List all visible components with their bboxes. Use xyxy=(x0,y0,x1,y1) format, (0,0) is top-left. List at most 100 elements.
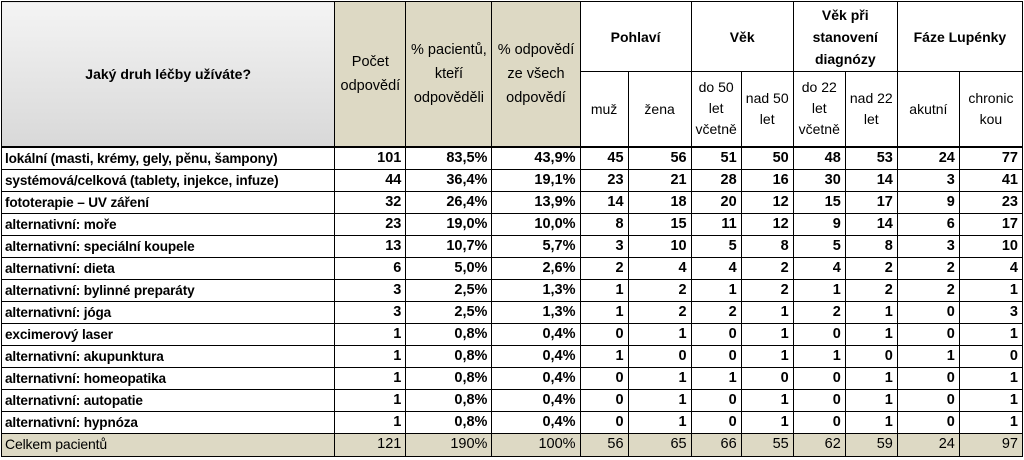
value-cell: 14 xyxy=(844,168,898,192)
value-cell: 0,8% xyxy=(405,322,493,346)
row-label-cell: alternativní: akupunktura xyxy=(0,344,336,368)
value-cell: 2,5% xyxy=(405,300,493,324)
table-row: alternativní: autopatie 1 0,8% 0,4% 0 1 0 1 0 1 0 1 xyxy=(0,388,1024,412)
acute-header: akutní xyxy=(896,71,960,147)
value-cell: 0,4% xyxy=(491,344,581,368)
value-cell: 0 xyxy=(844,344,898,368)
table-row: lokální (masti, krémy, gely, pěnu, šampo… xyxy=(0,145,1024,170)
age-under50-header: do 50 let včetně xyxy=(690,71,742,147)
value-cell: 2 xyxy=(740,278,794,302)
male-header: muž xyxy=(579,71,629,147)
value-cell: 1 xyxy=(844,410,898,434)
row-label-cell: alternativní: moře xyxy=(0,212,336,236)
value-cell: 13,9% xyxy=(491,190,581,214)
value-cell: 51 xyxy=(690,145,742,170)
value-cell: 2,5% xyxy=(405,278,493,302)
value-cell: 4 xyxy=(958,256,1024,280)
age-diagnosis-group-header: Věk při stanovení diagnózy xyxy=(792,1,898,72)
row-label-cell: alternativní: speciální koupele xyxy=(0,234,336,258)
value-cell: 2 xyxy=(627,300,692,324)
value-cell: 65 xyxy=(627,432,692,457)
value-cell: 0 xyxy=(579,388,629,412)
value-cell: 1 xyxy=(690,278,742,302)
value-cell: 0 xyxy=(958,344,1024,368)
value-cell: 6 xyxy=(896,212,960,236)
value-cell: 0 xyxy=(792,322,846,346)
value-cell: 1 xyxy=(896,344,960,368)
value-cell: 1 xyxy=(579,278,629,302)
value-cell: 15 xyxy=(792,190,846,214)
phase-group-header: Fáze Lupénky xyxy=(896,1,1024,72)
value-cell: 0,8% xyxy=(405,388,493,412)
value-cell: 190% xyxy=(405,432,493,457)
value-cell: 20 xyxy=(690,190,742,214)
value-cell: 4 xyxy=(627,256,692,280)
value-cell: 1 xyxy=(740,300,794,324)
diag-over22-header: nad 22 let xyxy=(844,71,898,147)
value-cell: 1 xyxy=(740,410,794,434)
value-cell: 0,8% xyxy=(405,344,493,368)
value-cell: 19,0% xyxy=(405,212,493,236)
value-cell: 24 xyxy=(896,145,960,170)
value-cell: 43,9% xyxy=(491,145,581,170)
value-cell: 0,8% xyxy=(405,410,493,434)
row-label-cell: alternativní: autopatie xyxy=(0,388,336,412)
value-cell: 2,6% xyxy=(491,256,581,280)
value-cell: 3 xyxy=(579,234,629,258)
value-cell: 59 xyxy=(844,432,898,457)
value-cell: 97 xyxy=(958,432,1024,457)
value-cell: 2 xyxy=(896,256,960,280)
value-cell: 0 xyxy=(792,410,846,434)
value-cell: 1 xyxy=(690,366,742,390)
value-cell: 2 xyxy=(844,256,898,280)
value-cell: 8 xyxy=(844,234,898,258)
value-cell: 1 xyxy=(844,300,898,324)
value-cell: 17 xyxy=(844,190,898,214)
value-cell: 0 xyxy=(740,366,794,390)
value-cell: 2 xyxy=(579,256,629,280)
value-cell: 1 xyxy=(958,278,1024,302)
value-cell: 0,8% xyxy=(405,366,493,390)
value-cell: 13 xyxy=(334,234,407,258)
row-label-cell: alternativní: dieta xyxy=(0,256,336,280)
value-cell: 1 xyxy=(579,300,629,324)
value-cell: 0 xyxy=(896,388,960,412)
value-cell: 5,7% xyxy=(491,234,581,258)
value-cell: 1 xyxy=(627,410,692,434)
value-cell: 1 xyxy=(792,344,846,368)
value-cell: 10,7% xyxy=(405,234,493,258)
value-cell: 1 xyxy=(844,322,898,346)
value-cell: 2 xyxy=(896,278,960,302)
row-label-cell: excimerový laser xyxy=(0,322,336,346)
value-cell: 0,4% xyxy=(491,410,581,434)
value-cell: 0 xyxy=(690,410,742,434)
value-cell: 24 xyxy=(896,432,960,457)
value-cell: 55 xyxy=(740,432,794,457)
value-cell: 14 xyxy=(844,212,898,236)
value-cell: 121 xyxy=(334,432,407,457)
value-cell: 21 xyxy=(627,168,692,192)
value-cell: 2 xyxy=(844,278,898,302)
value-cell: 2 xyxy=(792,300,846,324)
value-cell: 11 xyxy=(690,212,742,236)
value-cell: 23 xyxy=(958,190,1024,214)
question-header: Jaký druh léčby užíváte? xyxy=(0,1,336,147)
value-cell: 5,0% xyxy=(405,256,493,280)
value-cell: 1 xyxy=(627,366,692,390)
value-cell: 0 xyxy=(896,410,960,434)
total-row: Celkem pacientů 121 190% 100% 56 65 66 55 62 59 24… xyxy=(0,432,1024,457)
value-cell: 83,5% xyxy=(405,145,493,170)
value-cell: 53 xyxy=(844,145,898,170)
value-cell: 56 xyxy=(579,432,629,457)
value-cell: 1 xyxy=(958,366,1024,390)
value-cell: 10 xyxy=(958,234,1024,258)
value-cell: 1 xyxy=(958,322,1024,346)
value-cell: 0 xyxy=(896,300,960,324)
table-row: alternativní: speciální koupele 13 10,7% 5,… xyxy=(0,234,1024,258)
value-cell: 1 xyxy=(844,366,898,390)
table-row: alternativní: hypnóza 1 0,8% 0,4% 0 1 0 1 0 1 0 1 xyxy=(0,410,1024,434)
value-cell: 4 xyxy=(792,256,846,280)
value-cell: 14 xyxy=(579,190,629,214)
table-body: lokální (masti, krémy, gely, pěnu, šampo… xyxy=(0,145,1024,457)
gender-group-header: Pohlaví xyxy=(579,1,692,72)
